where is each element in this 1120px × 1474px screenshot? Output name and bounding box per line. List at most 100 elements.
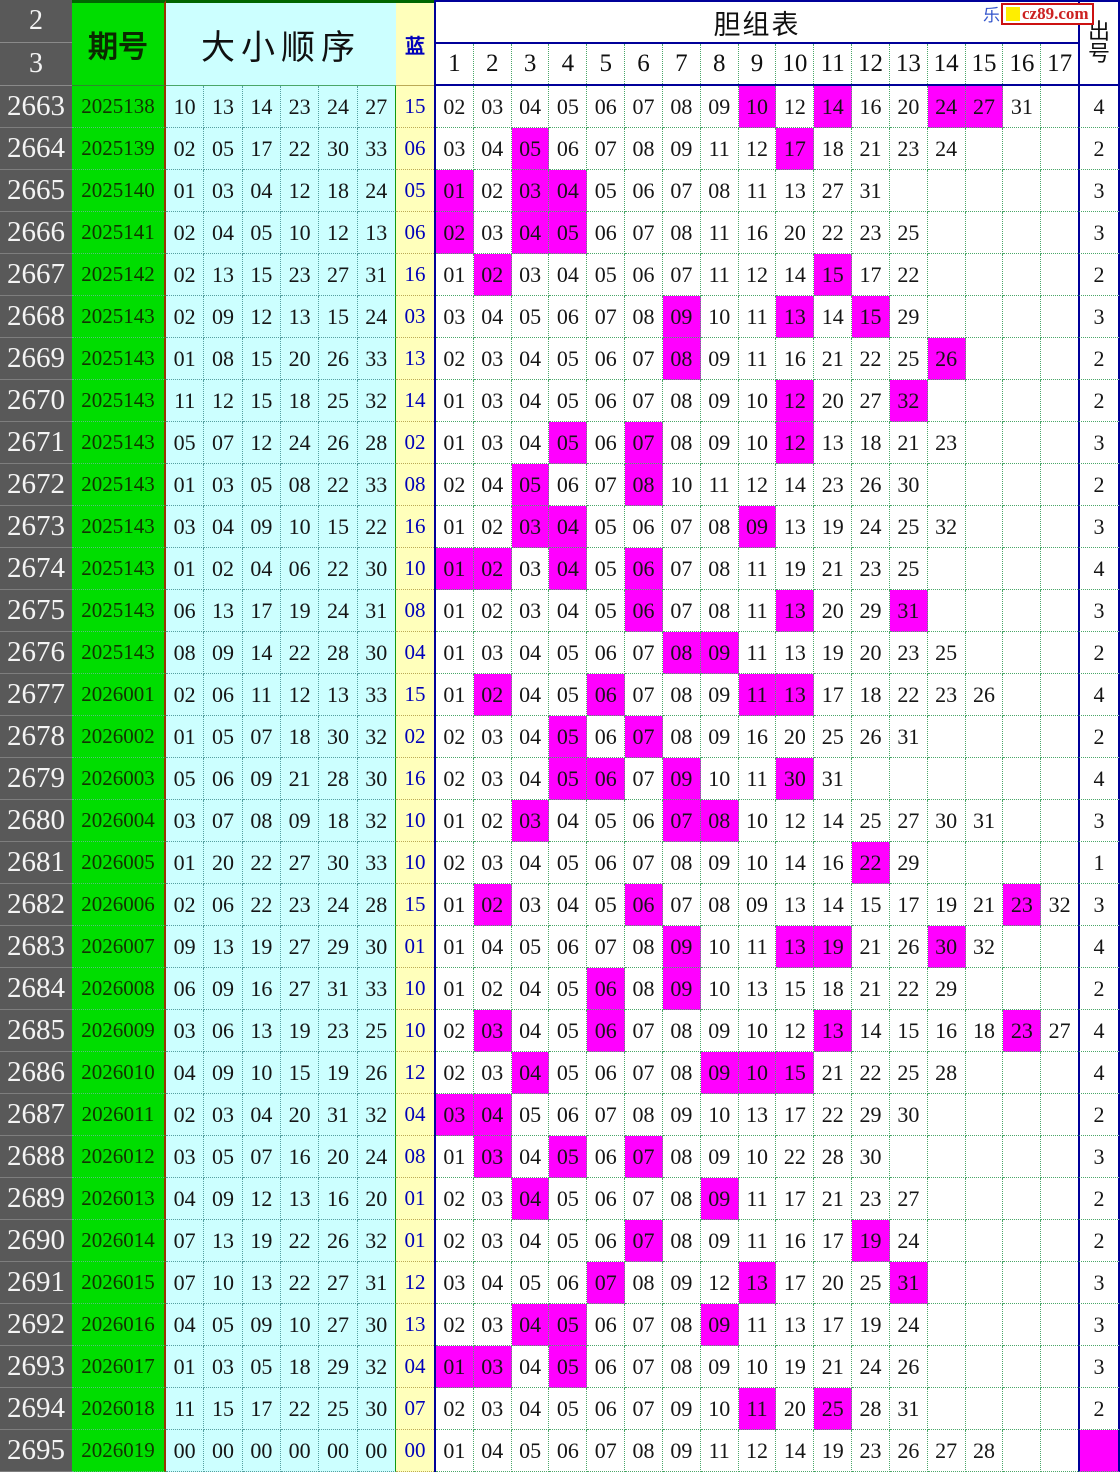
dan-number-cell (927, 170, 966, 212)
dan-number-cell (1003, 1052, 1042, 1094)
dan-number-cell: 02 (436, 1220, 474, 1262)
row-seq-cell: 2685 (0, 1010, 72, 1052)
dan-number-cell: 26 (889, 1346, 928, 1388)
order-number-cell: 13 (319, 674, 358, 716)
dan-number-cell: 08 (700, 506, 739, 548)
dan-number-cell: 10 (738, 1346, 777, 1388)
dan-number-cell: 02 (436, 1010, 474, 1052)
dan-number-cell: 23 (852, 212, 890, 254)
order-number-cell: 04 (204, 506, 243, 548)
dan-number-cell (1041, 86, 1079, 128)
dan-number-cell (965, 1220, 1004, 1262)
dan-number-cell (1041, 1178, 1079, 1220)
dan-number-cell (965, 338, 1004, 380)
dan-number-cell (1041, 212, 1079, 254)
dan-number-cell: 03 (473, 1136, 512, 1178)
dan-number-cell (965, 632, 1004, 674)
dan-cells-group: 01 04 05 06 07 08 09 10 11 13 19 21 26 30 32 (434, 926, 1079, 968)
dan-number-cell: 09 (700, 1220, 739, 1262)
period-cell: 2026018 (72, 1388, 166, 1430)
dan-number-cell: 03 (473, 1052, 512, 1094)
dan-number-cell (965, 590, 1004, 632)
order-number-cell: 00 (242, 1430, 281, 1472)
dan-number-cell (1041, 632, 1079, 674)
order-number-cell: 31 (319, 1094, 358, 1136)
dan-number-cell: 05 (549, 212, 588, 254)
order-number-cell: 09 (204, 968, 243, 1010)
dan-number-cell: 08 (662, 1346, 701, 1388)
dan-number-cell: 07 (587, 296, 626, 338)
dan-cells-group: 03 04 05 06 07 08 09 12 13 17 20 25 31 (434, 1262, 1079, 1304)
order-number-cell: 11 (166, 1388, 205, 1430)
dan-number-cell: 23 (1003, 1010, 1042, 1052)
order-number-cell: 18 (280, 1346, 320, 1388)
dan-number-cell: 06 (587, 1010, 626, 1052)
dan-number-cell (1003, 1178, 1042, 1220)
blue-ball-cell: 10 (396, 548, 434, 590)
out-count-cell: 2 (1078, 464, 1120, 506)
order-numbers-group: 03 07 08 09 18 32 (166, 800, 396, 842)
dan-number-cell (1041, 380, 1079, 422)
order-number-cell: 01 (166, 464, 205, 506)
order-number-cell: 31 (357, 1262, 396, 1304)
dan-number-cell: 08 (625, 1094, 663, 1136)
dan-number-cell: 20 (814, 590, 853, 632)
dan-number-cell: 09 (662, 1430, 701, 1472)
dan-number-cell: 06 (587, 716, 626, 758)
row-seq-cell: 2667 (0, 254, 72, 296)
dan-number-cell: 12 (738, 128, 777, 170)
dan-number-cell: 09 (700, 1346, 739, 1388)
dan-number-cell: 07 (662, 590, 701, 632)
dan-number-cell: 15 (776, 1052, 815, 1094)
order-number-cell: 13 (357, 212, 396, 254)
table-row: 2693 2026017 01 03 05 18 29 32 04 01 03 04 05 06 07 08 0… (0, 1346, 1120, 1388)
dan-number-cell: 09 (738, 884, 777, 926)
table-row: 2694 2026018 11 15 17 22 25 30 07 02 03 04 05 06 07 09 1… (0, 1388, 1120, 1430)
order-number-cell: 13 (280, 1178, 320, 1220)
dan-number-cell (965, 1178, 1004, 1220)
dan-number-cell: 17 (852, 254, 890, 296)
table-row: 2692 2026016 04 05 09 10 27 30 13 02 03 04 05 06 07 08 0… (0, 1304, 1120, 1346)
dan-number-cell: 04 (511, 716, 550, 758)
order-number-cell: 00 (319, 1430, 358, 1472)
dan-number-cell: 22 (776, 1136, 815, 1178)
order-number-cell: 19 (242, 1220, 281, 1262)
dan-column-number: 13 (890, 44, 928, 84)
order-number-cell: 26 (319, 422, 358, 464)
order-number-cell: 05 (242, 1346, 281, 1388)
order-number-cell: 07 (204, 422, 243, 464)
row-seq-cell: 2669 (0, 338, 72, 380)
table-row: 2677 2026001 02 06 11 12 13 33 15 01 02 04 05 06 07 08 0… (0, 674, 1120, 716)
period-cell: 2026016 (72, 1304, 166, 1346)
dan-number-cell (852, 758, 890, 800)
order-number-cell: 22 (242, 884, 281, 926)
dan-cells-group: 02 03 04 05 06 07 08 09 11 17 21 23 27 (434, 1178, 1079, 1220)
dan-number-cell: 22 (814, 212, 853, 254)
dan-number-cell: 03 (473, 1346, 512, 1388)
order-numbers-group: 03 04 09 10 15 22 (166, 506, 396, 548)
dan-number-cell: 24 (927, 128, 966, 170)
blue-ball-cell: 12 (396, 1262, 434, 1304)
period-cell: 2026008 (72, 968, 166, 1010)
dan-number-cell: 20 (852, 632, 890, 674)
dan-number-cell (927, 1178, 966, 1220)
order-number-cell: 15 (204, 1388, 243, 1430)
dan-number-cell: 08 (625, 1262, 663, 1304)
order-number-cell: 19 (280, 1010, 320, 1052)
dan-number-cell: 02 (436, 1052, 474, 1094)
dan-cells-group: 01 02 04 05 06 07 08 09 11 13 17 18 22 23 26 (434, 674, 1079, 716)
order-number-cell: 22 (280, 1220, 320, 1262)
dan-number-cell: 13 (738, 1094, 777, 1136)
dan-number-cell: 09 (662, 296, 701, 338)
order-number-cell: 33 (357, 968, 396, 1010)
dan-number-cell: 21 (965, 884, 1004, 926)
row-seq-cell: 2691 (0, 1262, 72, 1304)
order-number-cell: 24 (319, 590, 358, 632)
order-number-cell: 05 (242, 464, 281, 506)
dan-column-number: 2 (474, 44, 512, 84)
period-cell: 2026002 (72, 716, 166, 758)
order-number-cell: 12 (242, 296, 281, 338)
order-number-cell: 28 (319, 758, 358, 800)
row-seq-cell: 2676 (0, 632, 72, 674)
period-cell: 2026006 (72, 884, 166, 926)
